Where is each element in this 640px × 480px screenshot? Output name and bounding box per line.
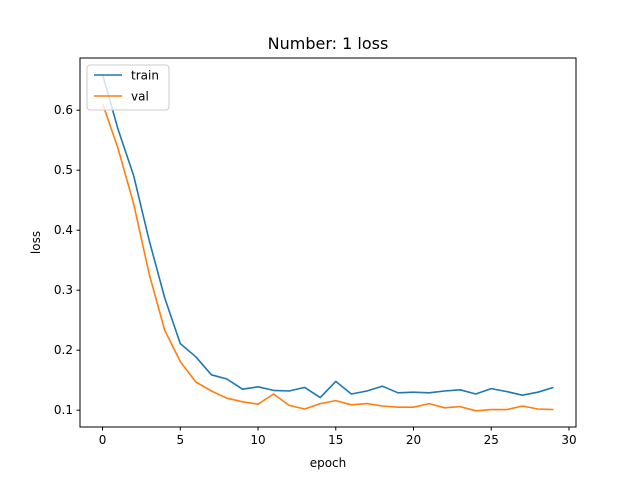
axes-frame xyxy=(79,57,577,428)
y-axis-label: loss xyxy=(29,231,43,254)
series-layer xyxy=(101,73,554,412)
chart-title: Number: 1 loss xyxy=(268,34,389,53)
x-tick-label: 25 xyxy=(484,433,499,447)
x-tick-label: 5 xyxy=(176,433,184,447)
plot-area xyxy=(79,57,577,428)
x-tick-label: 15 xyxy=(328,433,343,447)
x-axis-label: epoch xyxy=(310,456,347,470)
x-axis: 0 5 10 15 20 25 30 xyxy=(99,427,577,447)
legend-box xyxy=(86,64,170,111)
x-tick-label: 10 xyxy=(250,433,265,447)
y-tick-label: 0.1 xyxy=(54,403,73,417)
x-tick-label: 30 xyxy=(561,433,576,447)
legend: train val xyxy=(86,64,170,111)
series-line-val xyxy=(101,103,554,412)
y-tick-label: 0.6 xyxy=(54,103,73,117)
series-line-train xyxy=(101,73,554,399)
legend-label-val: val xyxy=(131,90,149,104)
y-tick-label: 0.5 xyxy=(54,163,73,177)
x-tick-label: 0 xyxy=(99,433,107,447)
y-tick-label: 0.2 xyxy=(54,343,73,357)
y-tick-label: 0.4 xyxy=(54,223,73,237)
legend-label-train: train xyxy=(131,69,159,83)
x-tick-label: 20 xyxy=(406,433,421,447)
y-tick-label: 0.3 xyxy=(54,283,73,297)
y-axis: 0.1 0.2 0.3 0.4 0.5 0.6 xyxy=(54,103,80,417)
